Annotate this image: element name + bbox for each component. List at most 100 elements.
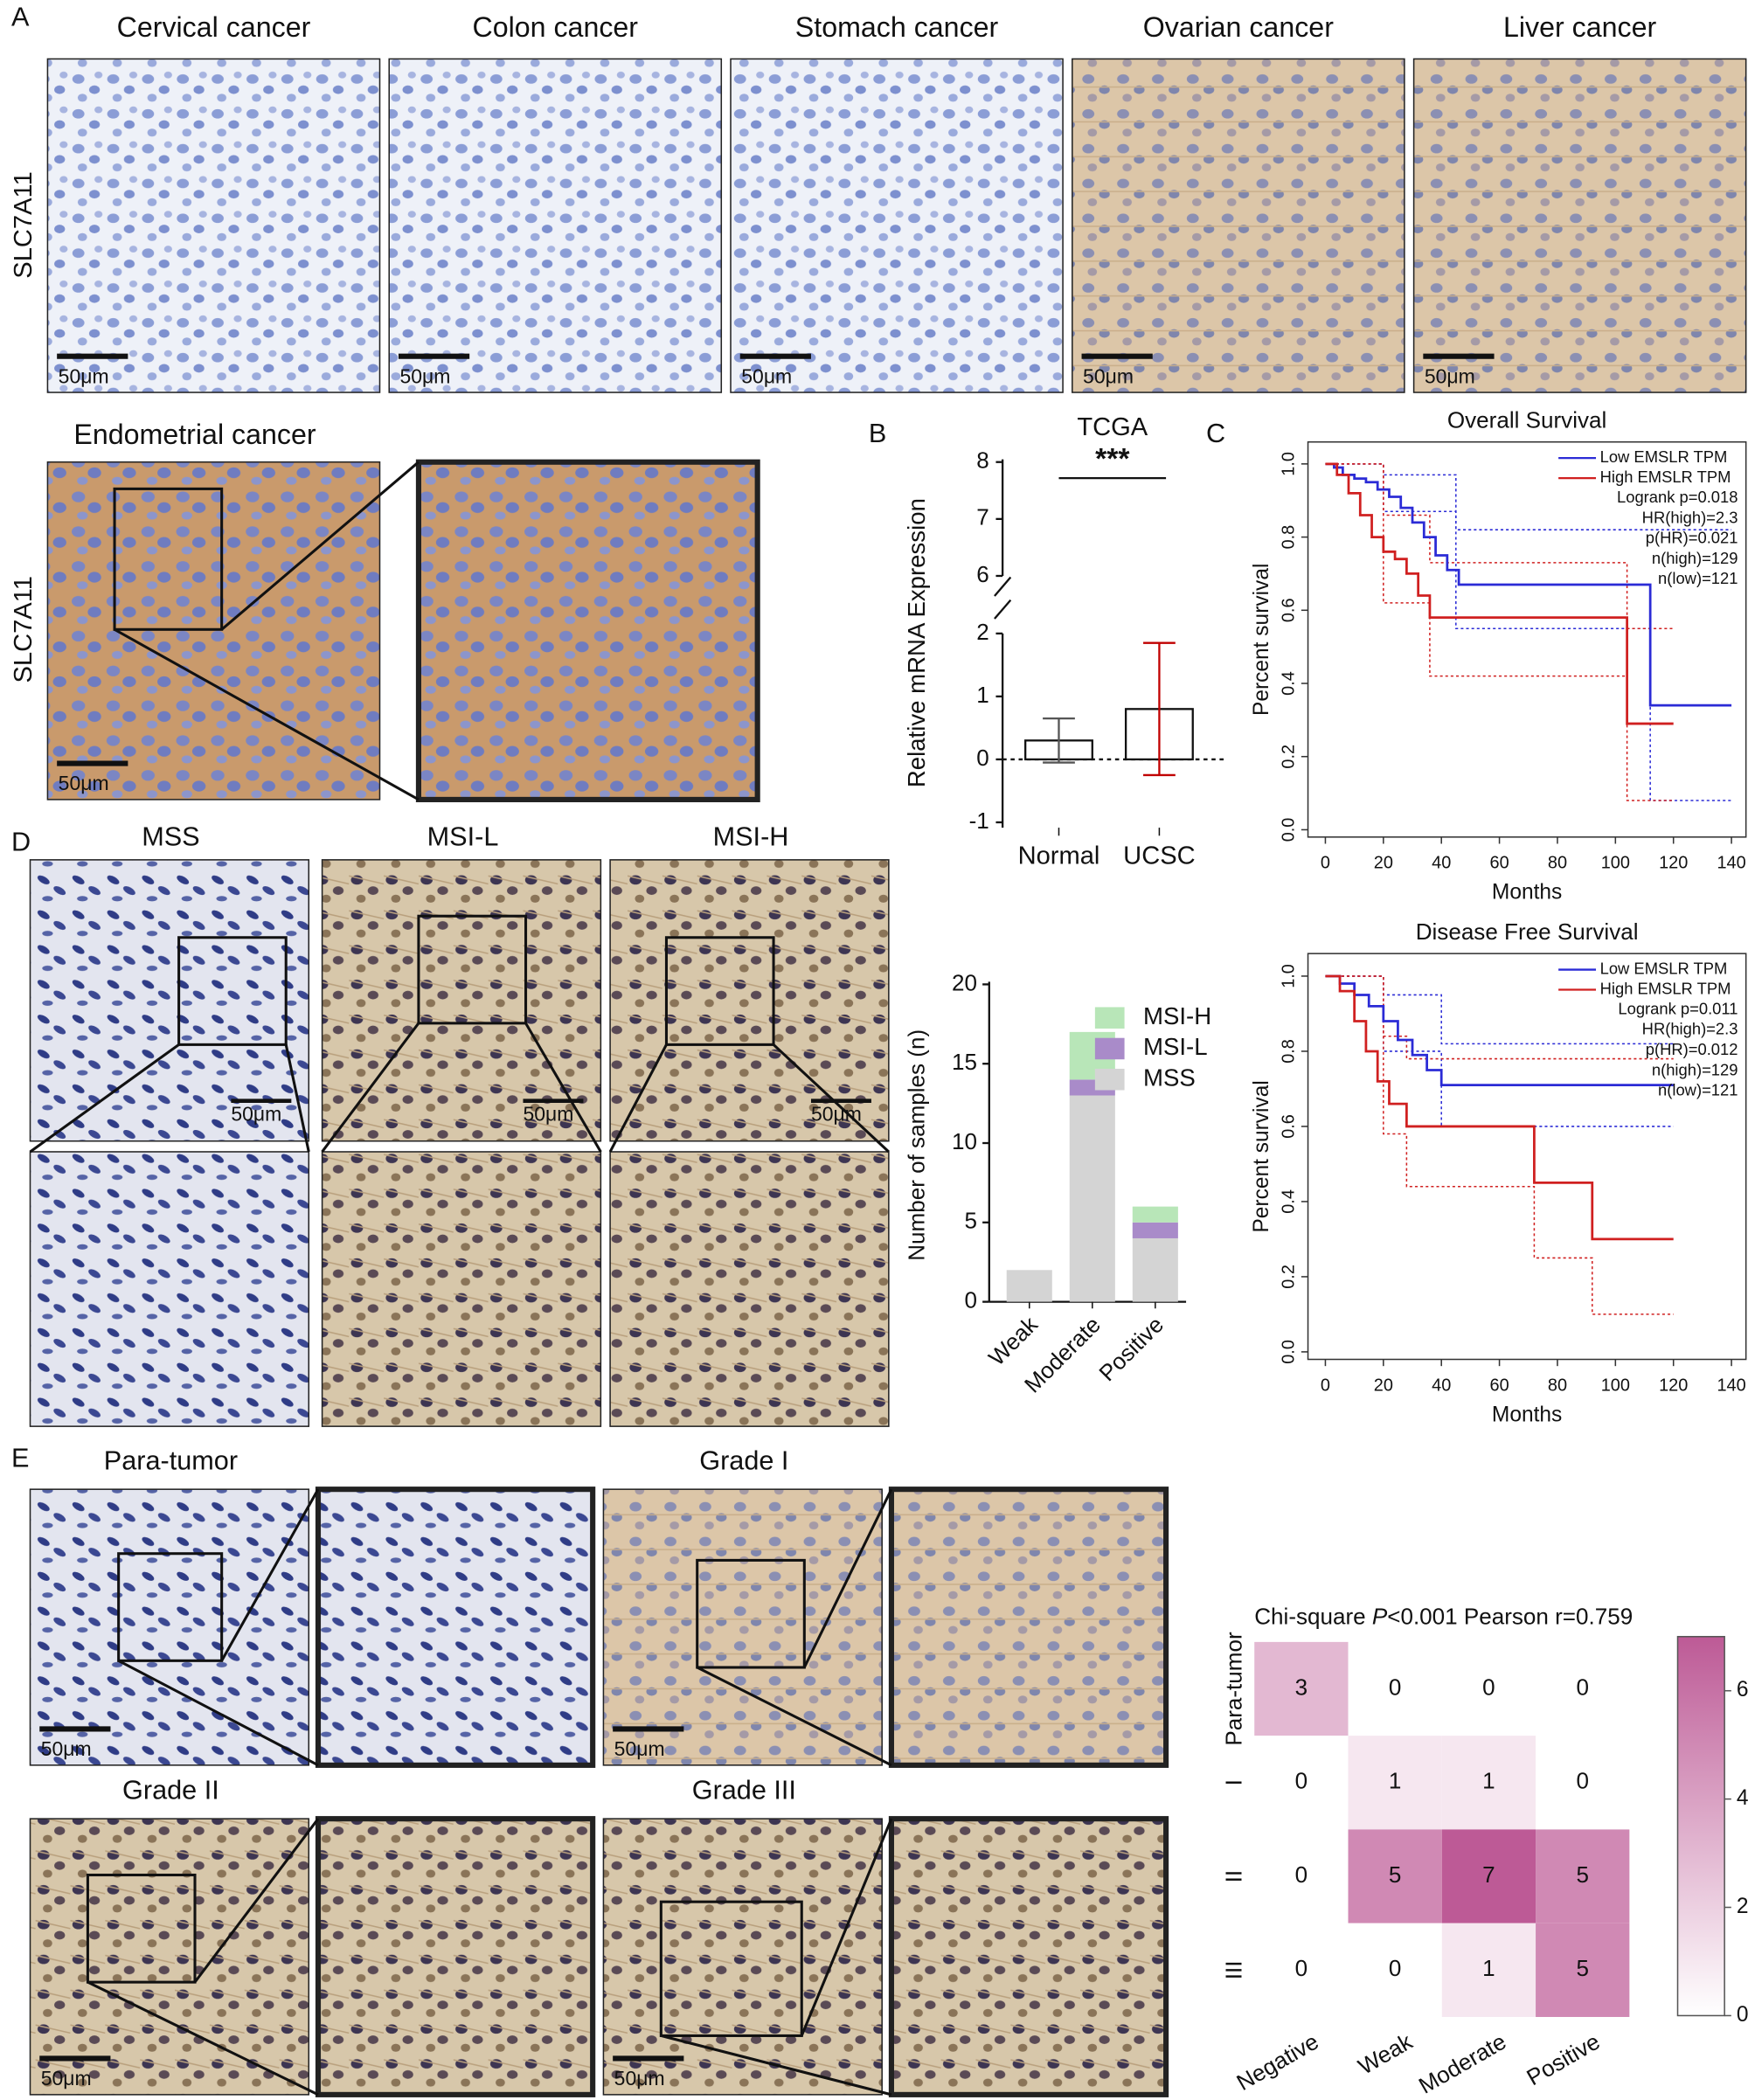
image-title: Colon cancer bbox=[472, 11, 638, 43]
inset-link bbox=[660, 2034, 892, 2097]
heatmap-cell bbox=[1348, 1829, 1442, 1923]
axis-break bbox=[994, 576, 1012, 597]
heatmap-cell bbox=[1254, 1923, 1349, 2017]
x-tick-label: 80 bbox=[1548, 1376, 1567, 1395]
zoom-image bbox=[609, 1151, 890, 1427]
inset-link bbox=[802, 1488, 893, 1668]
x-tick-label: 140 bbox=[1717, 854, 1745, 873]
x-tick-label: 60 bbox=[1489, 1376, 1509, 1395]
cell-label: 1 bbox=[1389, 1768, 1402, 1794]
heatmap-cell bbox=[1441, 1829, 1536, 1923]
cell-label: 3 bbox=[1295, 1674, 1308, 1700]
y-tick-label: 1 bbox=[976, 682, 989, 708]
cell-label: 0 bbox=[1389, 1955, 1402, 1981]
panel-label: D bbox=[11, 828, 31, 857]
inset-link bbox=[117, 1659, 319, 1767]
cell-label: 0 bbox=[1295, 1861, 1308, 1888]
heatmap-cell bbox=[1254, 1829, 1349, 1923]
image-title: Liver cancer bbox=[1503, 11, 1657, 43]
bar-segment bbox=[1132, 1206, 1178, 1223]
y-tick-label: 0.8 bbox=[1279, 525, 1298, 550]
zoom-image bbox=[315, 1816, 596, 2097]
y-tick-label: 7 bbox=[976, 504, 989, 530]
row-label: Para-tumor bbox=[1221, 1632, 1247, 1746]
inset-link bbox=[29, 1043, 180, 1154]
heatmap-cell bbox=[1441, 1923, 1536, 2017]
y-tick-label: 0.8 bbox=[1279, 1039, 1298, 1064]
scale-bar-label: 50μm bbox=[614, 1737, 665, 1760]
column-label: Negative bbox=[1232, 2028, 1323, 2096]
y-tick-label: 0.0 bbox=[1279, 818, 1298, 842]
panel-label: C bbox=[1206, 419, 1225, 448]
micrograph bbox=[1072, 58, 1405, 393]
panel-label: B bbox=[869, 419, 886, 448]
legend-swatch bbox=[1094, 1037, 1125, 1060]
confidence-line bbox=[1325, 463, 1732, 530]
cell-label: 7 bbox=[1482, 1861, 1495, 1888]
y-tick-label: 6 bbox=[976, 561, 989, 587]
x-tick-label: 140 bbox=[1717, 1376, 1745, 1395]
legend-label: High EMSLR TPM bbox=[1600, 468, 1731, 486]
colorbar-tick-label: 2 bbox=[1737, 1895, 1748, 1918]
inset-link bbox=[114, 627, 420, 801]
y-tick-label: 0.4 bbox=[1279, 671, 1298, 696]
cell-label: 0 bbox=[1482, 1674, 1495, 1700]
image-title: Grade III bbox=[692, 1776, 796, 1805]
y-tick-label: 5 bbox=[965, 1208, 978, 1234]
significance: *** bbox=[1095, 442, 1130, 475]
annotation: n(high)=129 bbox=[1652, 1060, 1738, 1078]
panel-label: A bbox=[11, 3, 30, 32]
cell-label: 0 bbox=[1576, 1768, 1589, 1794]
x-tick-label: 80 bbox=[1548, 854, 1567, 873]
inset-link bbox=[608, 1043, 668, 1153]
micrograph bbox=[29, 1488, 310, 1766]
cell-label: 0 bbox=[1295, 1768, 1308, 1794]
inset-link bbox=[697, 1666, 892, 1767]
annotation: n(low)=121 bbox=[1658, 569, 1738, 587]
scale-bar-label: 50μm bbox=[614, 2067, 665, 2090]
axis-break bbox=[994, 599, 1012, 620]
y-tick-label: 0.4 bbox=[1279, 1189, 1298, 1214]
y-tick-label: 0 bbox=[976, 745, 989, 771]
x-tick-label: Normal bbox=[1018, 842, 1100, 870]
annotation: n(low)=121 bbox=[1658, 1081, 1738, 1099]
title-part: Chi-square bbox=[1254, 1603, 1372, 1629]
column-label: Weak bbox=[1354, 2027, 1418, 2080]
inset-link bbox=[524, 1022, 602, 1153]
y-tick-label: 20 bbox=[952, 969, 977, 995]
scale-bar-label: 50μm bbox=[59, 364, 109, 387]
y-tick-label: 15 bbox=[952, 1049, 977, 1075]
cell-label: 5 bbox=[1576, 1861, 1589, 1888]
x-tick-label: UCSC bbox=[1123, 842, 1195, 870]
title-part: <0.001 Pearson r=0.759 bbox=[1387, 1603, 1633, 1629]
micrograph bbox=[29, 1818, 310, 2096]
legend-label: Low EMSLR TPM bbox=[1600, 959, 1728, 977]
heatmap-title: Chi-square P<0.001 Pearson r=0.759 bbox=[1254, 1603, 1633, 1629]
y-axis-label: Relative mRNA Expression bbox=[903, 498, 930, 787]
micrograph bbox=[1412, 58, 1747, 393]
annotation: HR(high)=2.3 bbox=[1642, 1020, 1738, 1038]
inset-link bbox=[193, 1818, 320, 1984]
x-tick-label: 60 bbox=[1489, 854, 1509, 873]
inset-link bbox=[773, 1043, 890, 1154]
legend-label: High EMSLR TPM bbox=[1600, 979, 1731, 997]
bar-segment bbox=[1069, 1095, 1115, 1302]
column-label: Positive bbox=[1523, 2028, 1605, 2091]
heatmap-cell bbox=[1348, 1736, 1442, 1830]
micrograph bbox=[321, 859, 602, 1142]
y-tick-label: 8 bbox=[976, 447, 989, 474]
micrograph bbox=[46, 58, 381, 393]
bar-segment bbox=[1132, 1237, 1178, 1302]
annotation: Logrank p=0.018 bbox=[1617, 488, 1738, 506]
row-label: II bbox=[1221, 1870, 1247, 1882]
panel-label: E bbox=[11, 1444, 29, 1473]
cell-label: 0 bbox=[1389, 1674, 1402, 1700]
y-tick-label: 0.6 bbox=[1279, 598, 1298, 622]
inset-box bbox=[177, 936, 288, 1046]
scale-bar-label: 50μm bbox=[399, 364, 450, 387]
annotation: p(HR)=0.012 bbox=[1646, 1040, 1738, 1058]
inset-box bbox=[659, 1900, 803, 2037]
micrograph bbox=[730, 58, 1064, 393]
image-title: Ovarian cancer bbox=[1143, 11, 1334, 43]
x-tick-label: 120 bbox=[1659, 854, 1688, 873]
